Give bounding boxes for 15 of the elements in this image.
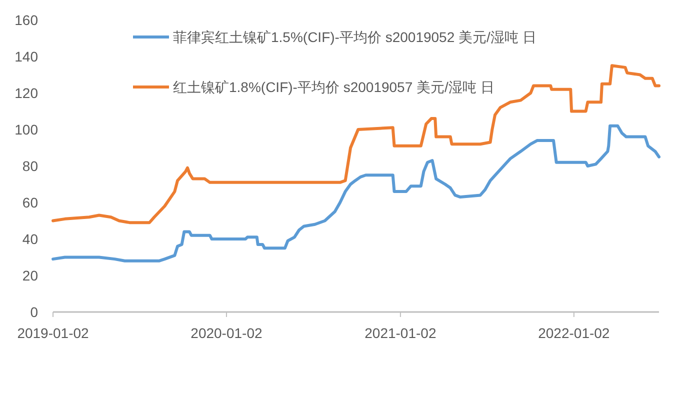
y-tick-label: 120: [14, 85, 38, 101]
y-tick-label: 100: [14, 122, 38, 138]
y-tick-label: 20: [22, 268, 38, 284]
y-tick-label: 60: [22, 194, 38, 210]
y-tick-label: 140: [14, 48, 38, 64]
y-tick-label: 40: [22, 231, 38, 247]
x-tick-label: 2019-01-02: [17, 325, 90, 341]
legend-label: 菲律宾红土镍矿1.5%(CIF)-平均价 s20019052 美元/湿吨 日: [173, 29, 536, 45]
y-tick-label: 0: [30, 304, 38, 320]
x-tick-label: 2022-01-02: [538, 325, 610, 341]
legend-label: 红土镍矿1.8%(CIF)-平均价 s20019057 美元/湿吨 日: [173, 79, 494, 95]
x-tick-label: 2021-01-02: [364, 325, 436, 341]
y-tick-label: 80: [22, 158, 38, 174]
x-tick-label: 2020-01-02: [190, 325, 262, 341]
y-tick-label: 160: [14, 12, 38, 28]
